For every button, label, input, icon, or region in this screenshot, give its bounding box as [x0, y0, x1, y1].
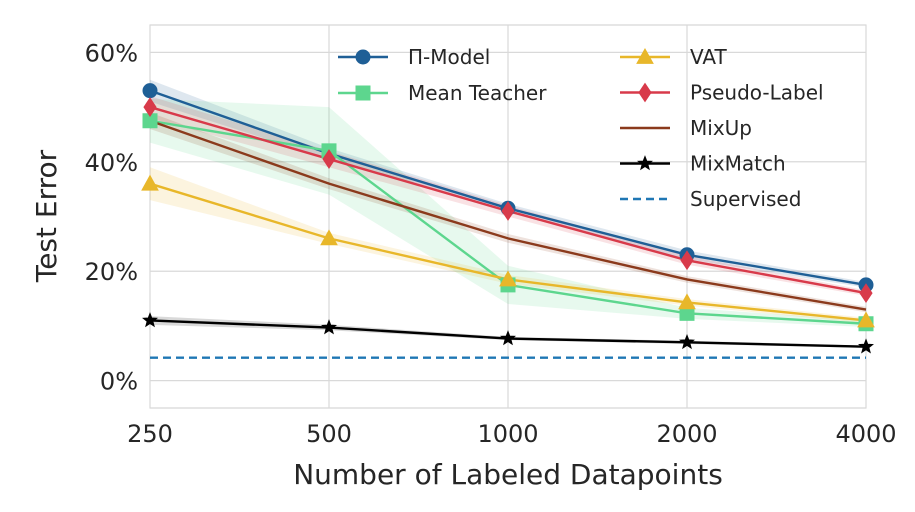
x-axis-label: Number of Labeled Datapoints	[293, 458, 723, 491]
model-point	[142, 83, 158, 99]
x-tick-label: 1000	[477, 420, 538, 448]
y-tick-labels: 0% 20% 40% 60%	[85, 39, 138, 395]
x-tick-label: 4000	[835, 420, 896, 448]
mixup-line	[149, 119, 867, 311]
model-legend-marker	[355, 49, 371, 65]
x-tick-label: 2000	[656, 420, 717, 448]
mixmatch-point	[321, 319, 337, 335]
supervised-legend-label: Supervised	[690, 187, 801, 211]
mixmatch-point	[142, 312, 158, 328]
mixmatch-point	[500, 330, 516, 346]
vat-point	[857, 311, 875, 328]
vat-legend-label: VAT	[690, 45, 728, 69]
pseudo-label-point	[322, 149, 336, 169]
x-tick-label: 250	[127, 420, 173, 448]
vat-point	[499, 270, 517, 287]
pseudo-label-legend-marker	[638, 82, 652, 103]
pseudo-label-point	[143, 97, 157, 117]
mean-teacher-legend-label: Mean Teacher	[408, 81, 547, 105]
pseudo-label-legend-label: Pseudo-Label	[690, 81, 824, 105]
mixmatch-legend-label: MixMatch	[690, 152, 786, 176]
x-tick-labels: 250 500 1000 2000 4000	[127, 420, 896, 448]
pseudo-label-point	[859, 283, 873, 304]
x-tick-label: 500	[306, 420, 352, 448]
legend: Π-Model Mean Teacher VAT Pseudo-Label MixUp M…	[338, 45, 824, 211]
series-markers	[141, 83, 875, 354]
vat-point	[320, 229, 338, 246]
y-tick-label: 60%	[85, 39, 138, 67]
y-tick-label: 0%	[100, 368, 138, 396]
mixup-legend-label: MixUp	[690, 116, 752, 140]
mixmatch-legend-marker	[637, 155, 653, 171]
mixmatch-point	[858, 338, 874, 354]
pseudo-label-point	[501, 201, 515, 221]
y-axis-label: Test Error	[30, 149, 63, 283]
y-tick-label: 40%	[85, 149, 138, 177]
model-legend-label: Π-Model	[408, 45, 490, 69]
mean-teacher-legend-marker	[355, 85, 371, 101]
vat-point	[141, 174, 159, 191]
y-tick-label: 20%	[85, 258, 138, 286]
mixmatch-point	[679, 333, 695, 350]
vat-legend-marker	[636, 47, 654, 64]
vat-point	[678, 293, 696, 310]
pseudo-label-point	[680, 250, 694, 271]
